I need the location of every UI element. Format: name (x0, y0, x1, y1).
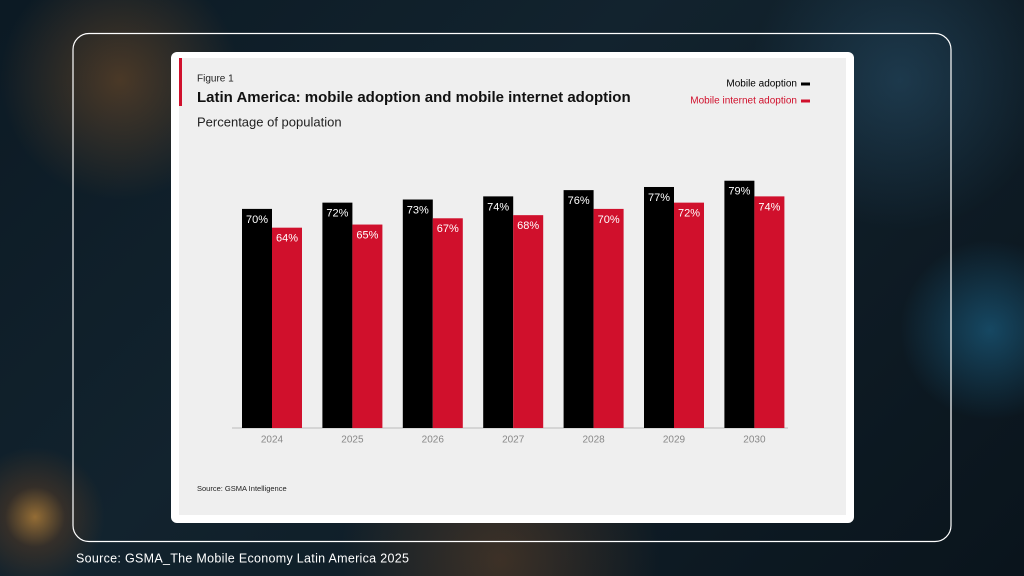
bar (402, 199, 433, 428)
value-label: 76% (568, 195, 590, 207)
x-tick-label: 2024 (261, 435, 284, 446)
value-label: 73% (407, 204, 429, 216)
bar (724, 180, 755, 428)
value-label: 65% (356, 229, 378, 241)
legend-swatch (801, 82, 810, 86)
bar (272, 227, 302, 428)
value-label: 77% (648, 192, 670, 204)
bar (242, 208, 272, 428)
x-tick-label: 2026 (422, 435, 445, 446)
value-label: 67% (437, 223, 459, 235)
chart-title: Latin America: mobile adoption and mobil… (197, 89, 631, 106)
value-label: 74% (487, 201, 509, 213)
bar (563, 190, 594, 428)
accent-bar (179, 58, 182, 106)
value-label: 64% (276, 233, 298, 245)
footer: Source: GSMA_The Mobile Economy Latin Am… (76, 551, 409, 565)
value-label: 70% (598, 214, 620, 226)
bar (483, 196, 514, 428)
value-label: 72% (326, 208, 348, 220)
x-tick-label: 2025 (341, 435, 364, 446)
value-label: 72% (678, 208, 700, 220)
chart-source: Source: GSMA Intelligence (197, 484, 287, 493)
bar (644, 186, 674, 428)
bar (593, 208, 624, 428)
x-tick-label: 2029 (663, 435, 686, 446)
chart-subtitle: Percentage of population (197, 114, 342, 129)
bar (322, 202, 353, 428)
figure-label: Figure 1 (197, 74, 234, 85)
legend-swatch (801, 99, 810, 103)
value-label: 79% (728, 186, 750, 198)
frame (72, 32, 952, 543)
bar (754, 196, 785, 428)
bar (352, 224, 383, 428)
x-tick-label: 2028 (582, 435, 605, 446)
value-label: 70% (246, 214, 268, 226)
bar (674, 202, 704, 428)
value-label: 74% (758, 201, 780, 213)
x-tick-label: 2027 (502, 435, 525, 446)
bar (513, 215, 544, 428)
x-tick-label: 2030 (743, 435, 766, 446)
bar (432, 218, 463, 428)
legend-label: Mobile internet adoption (690, 96, 797, 107)
legend-label: Mobile adoption (726, 79, 797, 90)
value-label: 68% (517, 220, 539, 232)
